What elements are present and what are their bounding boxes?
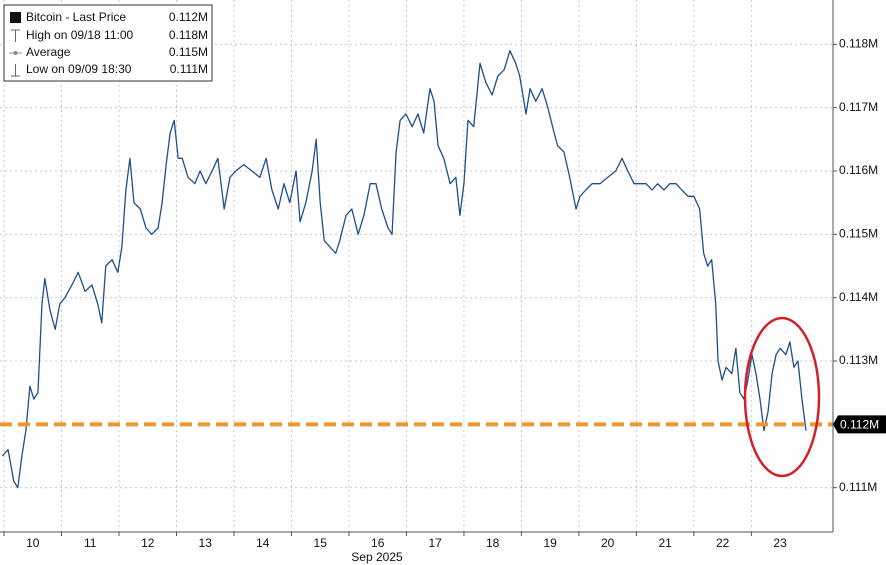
x-axis-title: Sep 2025 xyxy=(351,550,403,564)
plot xyxy=(0,50,833,489)
legend-value: 0.118M xyxy=(169,28,208,42)
legend-value: 0.111M xyxy=(170,62,208,76)
x-tick-label: 11 xyxy=(84,536,97,550)
y-tick-label: 0.114M xyxy=(839,290,878,304)
last-price-label: 0.112M xyxy=(840,418,879,432)
legend-icon xyxy=(11,29,20,42)
legend-label: Bitcoin - Last Price xyxy=(26,10,126,24)
y-tick-label: 0.117M xyxy=(839,100,878,114)
x-tick-label: 12 xyxy=(141,536,155,550)
x-tick-label: 21 xyxy=(658,536,672,550)
price-line xyxy=(1,50,807,489)
y-tick-label: 0.116M xyxy=(839,163,878,177)
legend-icon xyxy=(10,12,21,23)
legend-label: High on 09/18 11:00 xyxy=(26,28,134,42)
legend-label: Low on 09/09 18:30 xyxy=(26,62,132,76)
legend: Bitcoin - Last Price 0.112M High on 09/1… xyxy=(3,4,213,82)
x-tick-label: 23 xyxy=(773,536,787,550)
legend-label: Average xyxy=(26,45,71,59)
x-tick-label: 10 xyxy=(26,536,40,550)
x-tick-label: 22 xyxy=(716,536,730,550)
legend-value: 0.115M xyxy=(169,45,208,59)
last-price-box xyxy=(833,415,886,434)
x-tick-label: 15 xyxy=(314,536,328,550)
legend-box xyxy=(3,4,213,82)
x-tick-label: 19 xyxy=(543,536,557,550)
x-tick-label: 16 xyxy=(371,536,385,550)
y-tick-label: 0.118M xyxy=(839,37,878,51)
y-tick-label: 0.115M xyxy=(839,227,878,241)
x-tick-label: 17 xyxy=(429,536,443,550)
x-tick-label: 18 xyxy=(486,536,500,550)
x-tick-label: 20 xyxy=(601,536,615,550)
legend-icon xyxy=(13,51,18,55)
highlight-ellipse xyxy=(743,316,821,478)
y-tick-label: 0.113M xyxy=(839,353,878,367)
legend-icon xyxy=(11,64,20,77)
axes: 0.111M 0.113M 0.114M 0.115M 0.116M 0.117M 0.11… xyxy=(3,37,886,550)
x-tick-label: 13 xyxy=(199,536,213,550)
y-tick-label: 0.111M xyxy=(839,480,877,494)
legend-value: 0.112M xyxy=(169,10,208,24)
x-tick-label: 14 xyxy=(256,536,270,550)
